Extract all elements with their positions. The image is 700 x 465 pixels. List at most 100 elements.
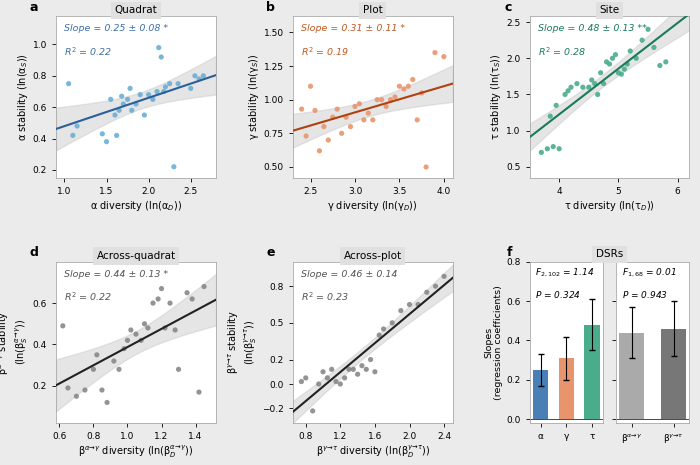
- Point: [660, 58, 671, 66]
- Point: [367, 116, 378, 124]
- Point: [111, 132, 122, 139]
- Point: [148, 299, 159, 307]
- Point: [381, 103, 392, 110]
- Point: [88, 365, 99, 373]
- Bar: [559, 358, 574, 419]
- Text: $P$ = 0.324: $P$ = 0.324: [536, 289, 581, 300]
- Title: Quadrat: Quadrat: [115, 6, 158, 15]
- Point: [363, 109, 374, 117]
- Point: [654, 62, 666, 69]
- Text: $R^2$ = 0.28: $R^2$ = 0.28: [538, 46, 586, 58]
- Point: [360, 365, 372, 373]
- Point: [376, 96, 387, 103]
- Text: d: d: [29, 246, 38, 259]
- Point: [348, 365, 359, 373]
- Point: [130, 331, 141, 338]
- Point: [592, 91, 603, 98]
- Point: [358, 116, 370, 124]
- Point: [589, 80, 601, 87]
- Point: [595, 69, 606, 76]
- Text: $R^2$ = 0.22: $R^2$ = 0.22: [64, 46, 112, 58]
- Point: [113, 365, 125, 373]
- Point: [578, 84, 589, 91]
- Point: [340, 113, 351, 121]
- Point: [619, 66, 630, 73]
- X-axis label: γ diversity (ln(γ$_D$)): γ diversity (ln(γ$_D$)): [328, 199, 418, 213]
- Bar: [584, 325, 600, 419]
- Point: [193, 75, 204, 83]
- Point: [173, 365, 184, 373]
- Point: [323, 136, 334, 144]
- Text: Slope = 0.25 ± 0.08 *: Slope = 0.25 ± 0.08 *: [64, 24, 168, 33]
- Point: [160, 83, 171, 91]
- Point: [143, 91, 154, 99]
- X-axis label: τ diversity (ln(τ$_D$)): τ diversity (ln(τ$_D$)): [564, 199, 655, 213]
- Point: [153, 44, 164, 51]
- Text: $F_{1,68}$ = 0.01: $F_{1,68}$ = 0.01: [622, 266, 677, 279]
- Point: [616, 71, 627, 78]
- Point: [378, 325, 389, 332]
- Y-axis label: β$^{γ→τ}$ stability
(ln(β$_S^{γ→τ}$)): β$^{γ→τ}$ stability (ln(β$_S^{γ→τ}$)): [226, 310, 259, 374]
- X-axis label: α diversity (ln(α$_D$)): α diversity (ln(α$_D$)): [90, 199, 182, 213]
- Point: [327, 113, 338, 121]
- Point: [197, 72, 209, 80]
- Text: Slope = 0.44 ± 0.13 *: Slope = 0.44 ± 0.13 *: [64, 270, 168, 279]
- Point: [101, 138, 112, 146]
- Point: [142, 324, 153, 332]
- Point: [610, 51, 621, 59]
- Point: [389, 93, 400, 101]
- Text: $F_{2,102}$ = 1.14: $F_{2,102}$ = 1.14: [536, 266, 595, 279]
- Text: e: e: [267, 246, 275, 259]
- Point: [356, 362, 368, 369]
- Point: [130, 100, 141, 108]
- Point: [164, 80, 175, 87]
- Point: [122, 337, 133, 344]
- Title: Across-plot: Across-plot: [344, 251, 402, 261]
- Point: [193, 388, 204, 396]
- Point: [336, 130, 347, 137]
- Point: [151, 88, 162, 95]
- Point: [438, 272, 449, 280]
- Text: a: a: [30, 1, 38, 14]
- Point: [559, 91, 570, 98]
- Point: [156, 285, 167, 292]
- Point: [185, 85, 196, 92]
- Point: [412, 116, 423, 124]
- Point: [402, 82, 414, 90]
- Point: [404, 301, 415, 308]
- Point: [395, 307, 407, 314]
- Point: [354, 100, 365, 107]
- Point: [345, 123, 356, 130]
- Point: [136, 337, 147, 344]
- Text: $R^2$ = 0.19: $R^2$ = 0.19: [301, 46, 349, 58]
- Point: [385, 96, 396, 103]
- Point: [307, 407, 318, 415]
- X-axis label: β$^{γ→τ}$ diversity (ln(β$_D^{γ→τ}$)): β$^{γ→τ}$ diversity (ln(β$_D^{γ→τ}$)): [316, 444, 430, 460]
- Point: [118, 345, 130, 352]
- Point: [67, 132, 78, 139]
- Point: [91, 351, 102, 359]
- Point: [155, 53, 167, 61]
- Point: [332, 106, 343, 113]
- Point: [189, 72, 200, 80]
- Point: [199, 283, 210, 290]
- Point: [566, 84, 577, 91]
- Point: [63, 80, 74, 87]
- Point: [643, 26, 654, 33]
- Point: [105, 96, 116, 103]
- Point: [109, 111, 120, 119]
- Point: [601, 58, 612, 66]
- Text: b: b: [267, 1, 275, 14]
- Point: [372, 96, 383, 103]
- Point: [108, 357, 120, 365]
- Point: [126, 106, 137, 114]
- Point: [554, 145, 565, 153]
- Point: [636, 36, 648, 44]
- Point: [322, 374, 333, 382]
- Title: Site: Site: [599, 6, 620, 15]
- Point: [125, 85, 136, 92]
- Point: [97, 130, 108, 138]
- Point: [598, 80, 609, 87]
- Point: [421, 289, 433, 296]
- Point: [398, 85, 409, 93]
